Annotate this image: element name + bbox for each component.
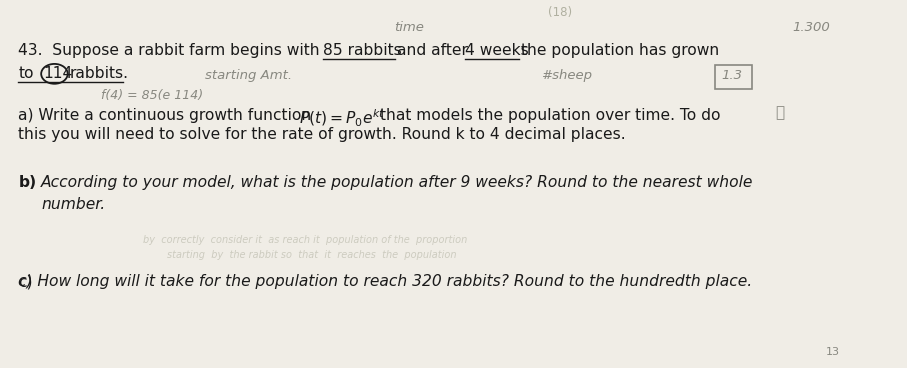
Text: 85 rabbits: 85 rabbits (324, 43, 402, 58)
Text: #sheep: #sheep (541, 69, 592, 82)
Text: f(4) = 85(e 114): f(4) = 85(e 114) (101, 89, 203, 102)
Text: and after: and after (397, 43, 468, 58)
Text: a) Write a continuous growth function: a) Write a continuous growth function (18, 107, 312, 123)
Text: 4 weeks: 4 weeks (465, 43, 530, 58)
Text: 1.300: 1.300 (793, 21, 830, 34)
Text: b): b) (18, 175, 36, 190)
Text: c): c) (18, 274, 33, 289)
Text: to: to (18, 66, 34, 81)
Text: 1.3: 1.3 (721, 69, 742, 82)
Text: c) How long will it take for the population to reach 320 rabbits? Round to the h: c) How long will it take for the populat… (18, 274, 753, 289)
Text: by  correctly  consider it  as reach it  population of the  proportion: by correctly consider it as reach it pop… (143, 235, 468, 245)
Text: starting Amt.: starting Amt. (205, 69, 292, 82)
Text: (18): (18) (548, 6, 572, 20)
Text: 13: 13 (826, 347, 840, 357)
Text: this you will need to solve for the rate of growth. Round k to 4 decimal places.: this you will need to solve for the rate… (18, 127, 626, 142)
Text: 43.  Suppose a rabbit farm begins with: 43. Suppose a rabbit farm begins with (18, 43, 320, 58)
Text: ⓪: ⓪ (775, 106, 785, 121)
Text: starting  by  the rabbit so  that  it  reaches  the  population: starting by the rabbit so that it reache… (167, 250, 456, 259)
Text: $P(t) = P_0e^{kt}$: $P(t) = P_0e^{kt}$ (298, 107, 385, 129)
Text: that models the population over time. To do: that models the population over time. To… (380, 107, 721, 123)
Text: time: time (394, 21, 424, 34)
Text: number.: number. (41, 197, 105, 212)
Text: 114: 114 (43, 66, 73, 81)
Text: the population has grown: the population has grown (522, 43, 719, 58)
Text: rabbits.: rabbits. (70, 66, 129, 81)
Text: According to your model, what is the population after 9 weeks? Round to the near: According to your model, what is the pop… (41, 175, 754, 190)
